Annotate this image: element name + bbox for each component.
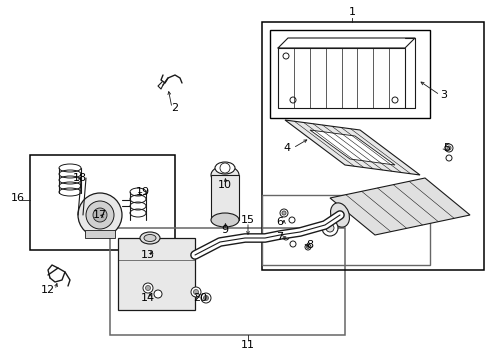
Bar — [269, 30, 429, 118]
Circle shape — [78, 193, 122, 237]
Circle shape — [289, 241, 295, 247]
Circle shape — [306, 246, 309, 248]
Bar — [30, 155, 175, 250]
Polygon shape — [285, 120, 419, 175]
Circle shape — [193, 289, 198, 294]
Text: 5: 5 — [443, 143, 449, 153]
Text: 16: 16 — [11, 193, 25, 203]
Text: 14: 14 — [141, 293, 155, 303]
Text: 8: 8 — [306, 240, 313, 250]
Text: 12: 12 — [41, 285, 55, 295]
Circle shape — [446, 146, 450, 150]
Text: 6: 6 — [276, 217, 283, 227]
Polygon shape — [309, 130, 394, 165]
Bar — [118, 238, 195, 310]
Circle shape — [283, 234, 288, 240]
Circle shape — [154, 290, 162, 298]
Text: 2: 2 — [171, 103, 178, 113]
Text: 7: 7 — [276, 232, 283, 242]
Ellipse shape — [210, 213, 239, 227]
Circle shape — [86, 201, 114, 229]
Ellipse shape — [330, 203, 349, 227]
Text: 11: 11 — [241, 340, 254, 350]
Bar — [110, 228, 345, 335]
Text: 15: 15 — [241, 215, 254, 225]
Ellipse shape — [143, 234, 156, 242]
Circle shape — [444, 144, 452, 152]
Polygon shape — [329, 178, 469, 235]
Circle shape — [282, 211, 285, 215]
Circle shape — [145, 285, 150, 291]
Text: 4: 4 — [283, 143, 290, 153]
Circle shape — [289, 97, 295, 103]
Circle shape — [305, 244, 310, 250]
Circle shape — [325, 224, 333, 232]
Bar — [262, 22, 483, 270]
Text: 9: 9 — [221, 225, 228, 235]
Bar — [262, 195, 429, 265]
Circle shape — [93, 208, 107, 222]
Ellipse shape — [210, 166, 239, 184]
Circle shape — [288, 217, 294, 223]
Circle shape — [201, 293, 210, 303]
Circle shape — [391, 97, 397, 103]
Text: 13: 13 — [141, 250, 155, 260]
Text: 20: 20 — [193, 293, 206, 303]
Text: 10: 10 — [218, 180, 231, 190]
Circle shape — [280, 209, 287, 217]
Circle shape — [445, 155, 451, 161]
Ellipse shape — [140, 232, 160, 244]
Text: 19: 19 — [136, 187, 150, 197]
Circle shape — [283, 53, 288, 59]
Circle shape — [203, 296, 208, 301]
Bar — [210, 175, 239, 220]
Text: 17: 17 — [93, 210, 107, 220]
Bar — [278, 48, 404, 108]
Circle shape — [191, 287, 201, 297]
Text: 18: 18 — [73, 173, 87, 183]
Circle shape — [142, 283, 153, 293]
Text: 3: 3 — [440, 90, 447, 100]
Bar — [85, 230, 115, 238]
Circle shape — [220, 163, 229, 173]
Ellipse shape — [215, 162, 235, 174]
Circle shape — [321, 220, 337, 236]
Text: 1: 1 — [348, 7, 355, 17]
